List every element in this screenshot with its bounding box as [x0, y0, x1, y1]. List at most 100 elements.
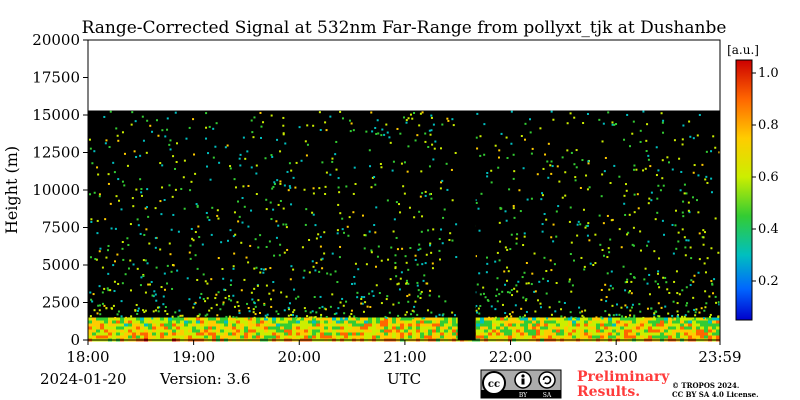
signal-pixel [592, 332, 596, 336]
signal-pixel [532, 329, 536, 333]
signal-pixel [520, 326, 524, 330]
signal-pixel [552, 323, 556, 327]
signal-pixel [285, 295, 288, 298]
signal-pixel [588, 320, 592, 324]
signal-pixel [331, 160, 334, 163]
signal-pixel [244, 335, 248, 339]
signal-pixel [632, 323, 636, 327]
signal-pixel [260, 335, 264, 339]
signal-pixel [388, 335, 392, 339]
signal-pixel [570, 241, 573, 244]
signal-pixel [683, 183, 686, 186]
signal-pixel [710, 279, 713, 282]
signal-pixel [581, 310, 584, 313]
signal-pixel [94, 258, 97, 261]
signal-pixel [572, 329, 576, 333]
signal-pixel [90, 298, 93, 301]
signal-pixel [412, 317, 415, 320]
signal-pixel [417, 289, 420, 292]
signal-pixel [385, 317, 388, 320]
signal-pixel [156, 335, 160, 339]
signal-pixel [296, 317, 300, 321]
signal-pixel [116, 329, 120, 333]
signal-pixel [607, 111, 610, 114]
signal-pixel [616, 326, 620, 330]
signal-pixel [109, 110, 112, 113]
signal-pixel [432, 332, 436, 336]
signal-pixel [130, 315, 133, 318]
signal-pixel [212, 320, 216, 324]
signal-pixel [329, 115, 332, 118]
signal-pixel [159, 248, 162, 251]
signal-pixel [117, 139, 120, 142]
signal-pixel [96, 326, 100, 330]
signal-pixel [365, 263, 368, 266]
signal-pixel [656, 197, 659, 200]
signal-pixel [647, 154, 650, 157]
signal-pixel [147, 215, 150, 218]
signal-pixel [300, 329, 304, 333]
signal-pixel [662, 184, 665, 187]
signal-pixel [117, 310, 120, 313]
signal-pixel [436, 323, 440, 327]
signal-pixel [200, 335, 204, 339]
signal-pixel [139, 178, 142, 181]
signal-pixel [204, 326, 208, 330]
signal-pixel [488, 332, 492, 336]
signal-pixel [654, 280, 657, 283]
signal-pixel [363, 247, 366, 250]
signal-pixel [657, 270, 660, 273]
signal-pixel [430, 114, 433, 117]
signal-pixel [312, 323, 316, 327]
signal-pixel [656, 332, 660, 336]
signal-pixel [148, 320, 152, 324]
signal-pixel [273, 183, 276, 186]
signal-pixel [624, 323, 628, 327]
signal-pixel [153, 290, 156, 293]
signal-pixel [98, 304, 101, 307]
signal-pixel [272, 185, 275, 188]
signal-pixel [236, 329, 240, 333]
signal-pixel [139, 232, 142, 235]
signal-pixel [352, 335, 356, 339]
signal-pixel [233, 211, 236, 214]
signal-pixel [384, 335, 388, 339]
signal-pixel [88, 320, 92, 324]
signal-pixel [344, 323, 348, 327]
signal-pixel [427, 145, 430, 148]
signal-pixel [411, 309, 414, 312]
signal-pixel [691, 196, 694, 199]
colorbar-tick-label: 0.6 [758, 170, 779, 185]
signal-pixel [684, 335, 688, 339]
signal-pixel [109, 202, 112, 205]
signal-pixel [540, 335, 544, 339]
signal-pixel [306, 143, 309, 146]
signal-pixel [520, 135, 523, 138]
signal-pixel [140, 335, 144, 339]
signal-pixel [172, 335, 176, 339]
signal-pixel [455, 256, 458, 259]
signal-pixel [116, 134, 119, 137]
signal-pixel [620, 326, 624, 330]
signal-pixel [348, 332, 352, 336]
signal-pixel [550, 313, 553, 316]
signal-pixel [573, 116, 576, 119]
signal-pixel [314, 269, 317, 272]
signal-pixel [297, 295, 300, 298]
signal-pixel [632, 326, 636, 330]
signal-pixel [252, 320, 256, 324]
signal-pixel [104, 329, 108, 333]
signal-pixel [240, 320, 244, 324]
signal-pixel [120, 326, 124, 330]
signal-pixel [657, 302, 660, 305]
signal-pixel [528, 329, 532, 333]
signal-pixel [196, 323, 200, 327]
signal-pixel [216, 209, 219, 212]
signal-pixel [644, 335, 648, 339]
signal-pixel [353, 275, 356, 278]
signal-pixel [549, 164, 552, 167]
signal-pixel [106, 287, 109, 290]
signal-pixel [368, 326, 372, 330]
signal-pixel [680, 335, 684, 339]
signal-pixel [706, 257, 709, 260]
